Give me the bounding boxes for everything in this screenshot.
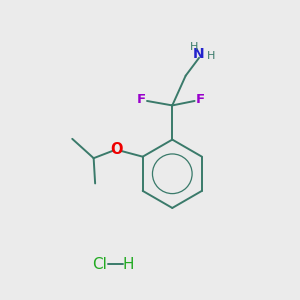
Text: F: F <box>195 93 205 106</box>
Text: O: O <box>111 142 123 157</box>
Text: H: H <box>190 42 198 52</box>
Text: F: F <box>137 93 146 106</box>
Text: Cl: Cl <box>92 257 107 272</box>
Text: H: H <box>122 257 134 272</box>
Text: N: N <box>193 47 205 61</box>
Text: H: H <box>207 51 215 62</box>
